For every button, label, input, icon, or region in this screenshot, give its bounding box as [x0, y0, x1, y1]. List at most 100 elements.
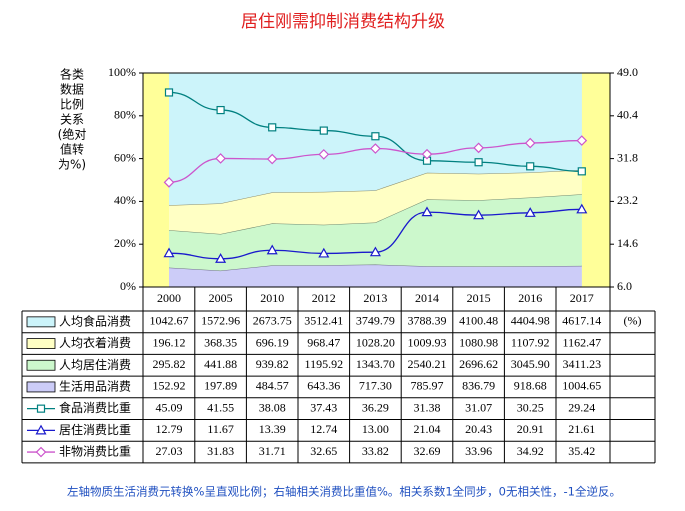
- table-cell: 968.47: [307, 335, 340, 349]
- marker: [421, 206, 433, 217]
- x-tick-label: 2012: [312, 291, 336, 305]
- marker: [576, 135, 588, 146]
- marker: [473, 209, 485, 220]
- legend-label: 人均食品消费: [59, 313, 131, 328]
- table-cell: 33.96: [465, 444, 492, 458]
- marker: [474, 158, 483, 167]
- table-cell: 1009.93: [408, 335, 447, 349]
- marker: [370, 143, 381, 154]
- legend-marker: [35, 446, 47, 458]
- table-cell: 918.68: [514, 379, 547, 393]
- table-cell: 33.82: [362, 444, 389, 458]
- table-cell: 35.42: [568, 444, 595, 458]
- y-tick-label: 60%: [114, 150, 136, 164]
- table-cell: 4404.98: [511, 314, 550, 328]
- table-cell: 717.30: [359, 379, 392, 393]
- marker: [524, 137, 536, 149]
- table-cell: 27.03: [156, 444, 183, 458]
- table-cell: 4617.14: [562, 314, 601, 328]
- table-cell: 31.07: [465, 400, 492, 414]
- table-cell: 32.69: [414, 444, 441, 458]
- table-cell: 441.88: [204, 357, 237, 371]
- side-band: [581, 73, 610, 287]
- table-cell: 1195.92: [305, 357, 344, 371]
- table-cell: 368.35: [204, 335, 237, 349]
- table-cell: 4100.48: [459, 314, 498, 328]
- table-cell: 1572.96: [201, 314, 240, 328]
- y-tick-label: 100%: [108, 65, 136, 79]
- area: [169, 264, 582, 287]
- legend-label: 人均衣着消费: [59, 335, 131, 350]
- y-tick-label: 20%: [114, 236, 136, 250]
- marker: [524, 207, 536, 217]
- legend-label: 食品消费比重: [59, 400, 131, 415]
- table-cell: 3788.39: [408, 314, 447, 328]
- table-cell: 2540.21: [408, 357, 447, 371]
- marker: [318, 149, 330, 160]
- table-cell: 196.12: [153, 335, 186, 349]
- area: [169, 169, 582, 234]
- legend-swatch: [26, 381, 56, 393]
- table-cell: 32.65: [310, 444, 337, 458]
- table-cell: 31.83: [207, 444, 234, 458]
- marker: [369, 246, 381, 257]
- side-band: [143, 73, 169, 287]
- table-cell: 38.08: [259, 400, 286, 414]
- table-cell: 36.29: [362, 400, 389, 414]
- table-cell: 13.39: [259, 422, 286, 436]
- y-tick-label: 40%: [114, 193, 136, 207]
- table-cell: 3749.79: [356, 314, 395, 328]
- marker: [268, 123, 277, 132]
- y2-tick-label: 49.0: [617, 65, 638, 79]
- table-cell: 643.36: [307, 379, 340, 393]
- y2-tick-label: 14.6: [617, 236, 638, 250]
- footnote: 左轴物质生活消费元转换%呈直观比例；右轴相关消费比重值%。相关系数1全同步，0无…: [67, 485, 621, 499]
- table-cell: 1004.65: [562, 379, 601, 393]
- table-cell: 2696.62: [459, 357, 498, 371]
- table-cell: 37.43: [310, 400, 337, 414]
- y-axis-label: 数据: [60, 82, 84, 97]
- table-cell: 20.43: [465, 422, 492, 436]
- legend-label: 居住消费比重: [59, 423, 131, 437]
- y2-tick-label: 23.2: [617, 193, 638, 207]
- marker: [215, 253, 227, 263]
- table-cell: 939.82: [256, 357, 289, 371]
- table-cell: 31.38: [414, 400, 441, 414]
- table-cell: 1028.20: [356, 335, 395, 349]
- y-axis-label: 各类: [60, 67, 84, 82]
- table-cell: 21.04: [414, 422, 441, 436]
- table-unit: (%): [624, 314, 642, 328]
- table-cell: 696.19: [256, 335, 289, 349]
- legend-label: 人均居住消费: [59, 358, 131, 372]
- marker: [577, 167, 586, 176]
- y-axis-label: 值转: [60, 142, 84, 157]
- legend-swatch: [26, 338, 56, 349]
- table-cell: 11.67: [207, 422, 234, 436]
- table-cell: 21.61: [568, 422, 595, 436]
- table-cell: 3512.41: [304, 314, 343, 328]
- x-tick-label: 2016: [518, 291, 542, 305]
- table-cell: 152.92: [153, 379, 186, 393]
- legend-swatch: [26, 359, 56, 371]
- table-cell: 20.91: [517, 422, 544, 436]
- chart-title: 居住刚需抑制消费结构升级: [241, 12, 445, 32]
- marker: [266, 153, 278, 165]
- y2-tick-label: 40.4: [617, 108, 638, 122]
- marker: [473, 142, 484, 154]
- marker: [371, 132, 380, 141]
- y2-tick-label: 31.8: [617, 150, 638, 164]
- marker: [526, 162, 535, 171]
- table-cell: 836.79: [462, 379, 495, 393]
- y2-tick-label: 6.0: [617, 279, 632, 293]
- y-axis-label: 比例: [60, 98, 84, 112]
- table-cell: 2673.75: [253, 314, 292, 328]
- table-cell: 3411.23: [563, 357, 602, 371]
- marker: [319, 126, 328, 135]
- x-tick-label: 2005: [209, 291, 233, 305]
- legend-label: 生活用品消费: [59, 379, 131, 393]
- marker: [266, 244, 278, 255]
- marker: [163, 176, 175, 188]
- table-cell: 1107.92: [511, 335, 550, 349]
- table-cell: 197.89: [204, 379, 237, 393]
